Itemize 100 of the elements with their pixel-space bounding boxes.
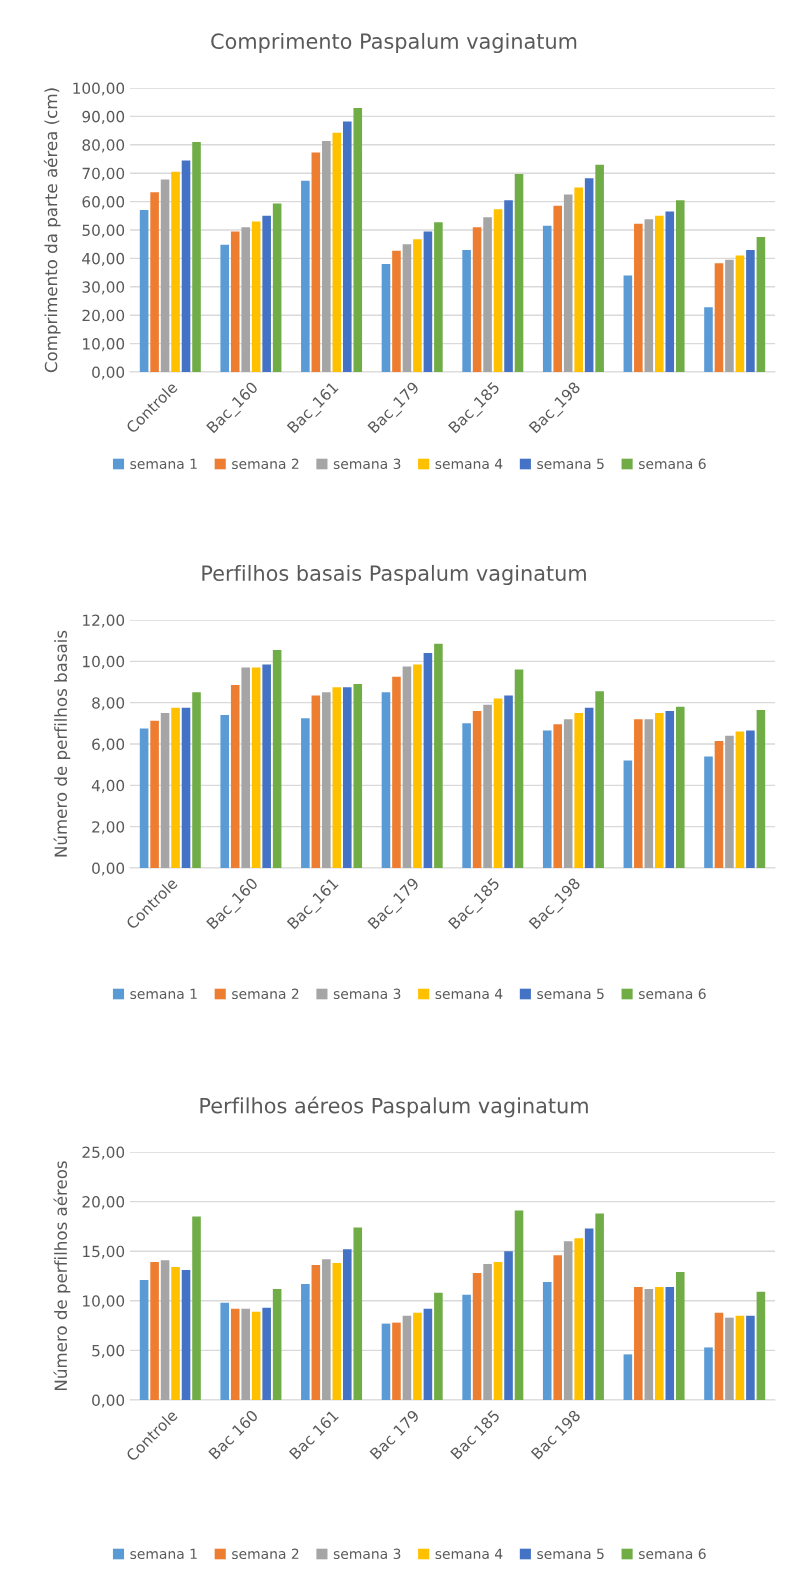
- bar: [220, 715, 230, 868]
- legend-label: semana 1: [130, 1548, 197, 1560]
- bar: [342, 687, 352, 868]
- legend-label: semana 6: [638, 1548, 706, 1560]
- bar: [402, 244, 412, 372]
- bar: [704, 307, 713, 372]
- bar: [725, 259, 734, 372]
- bar: [423, 653, 433, 868]
- bar: [311, 1265, 321, 1400]
- bar: [413, 239, 422, 372]
- bar: [139, 1279, 149, 1400]
- bar: [563, 194, 573, 372]
- y-tick-label: 100,00: [73, 82, 125, 96]
- bar: [483, 704, 492, 868]
- bar: [230, 1308, 240, 1400]
- y-tick-label: 0,00: [92, 366, 125, 380]
- bar: [342, 121, 352, 372]
- bar: [714, 1312, 724, 1400]
- bar: [392, 1322, 401, 1400]
- bar: [251, 667, 261, 868]
- bar: [150, 192, 159, 372]
- bar: [595, 1213, 604, 1400]
- bar: [462, 1294, 471, 1400]
- bar: [634, 719, 643, 868]
- y-tick-label: 15,00: [83, 1245, 125, 1259]
- legend-label: semana 1: [130, 988, 197, 1000]
- legend-label: semana 6: [638, 458, 706, 470]
- y-tick-label: 10,00: [83, 655, 125, 669]
- bar: [381, 264, 391, 372]
- y-tick-label: 20,00: [82, 1196, 125, 1210]
- bar: [574, 713, 583, 868]
- bar: [332, 687, 342, 868]
- bar: [563, 1241, 573, 1400]
- legend-label: semana 2: [232, 458, 299, 470]
- bar: [756, 1291, 766, 1400]
- bar: [553, 1255, 563, 1400]
- bar: [623, 1354, 633, 1400]
- bar: [725, 1317, 734, 1400]
- legend-label: semana 4: [435, 988, 503, 1000]
- bar: [514, 669, 524, 868]
- bar: [251, 221, 261, 372]
- bar: [595, 691, 604, 868]
- bar: [542, 730, 552, 868]
- bar: [746, 730, 755, 868]
- bar: [192, 141, 201, 372]
- bar: [584, 1228, 594, 1400]
- bar: [462, 249, 471, 372]
- bar: [272, 1288, 282, 1400]
- y-tick-label: 0,00: [92, 862, 125, 876]
- bar: [704, 756, 713, 868]
- bar: [181, 707, 191, 868]
- bar: [423, 1308, 433, 1400]
- bar: [150, 720, 159, 868]
- y-tick-label: 0,00: [92, 1394, 125, 1408]
- bar: [746, 1315, 755, 1400]
- bar: [272, 203, 282, 372]
- bar: [434, 222, 443, 372]
- bar: [665, 211, 675, 372]
- legend-label: semana 3: [333, 458, 401, 470]
- legend-label: semana 2: [232, 1548, 299, 1560]
- bar: [353, 107, 363, 372]
- bar: [542, 1281, 552, 1400]
- bar: [756, 237, 766, 372]
- legend-label: semana 3: [333, 988, 401, 1000]
- bar: [311, 695, 321, 868]
- bar: [262, 664, 271, 868]
- bar: [171, 171, 180, 372]
- x-tick-label: Bac 161: [288, 1409, 339, 1460]
- bar: [574, 1238, 583, 1400]
- bar: [584, 178, 594, 372]
- bar: [655, 1286, 664, 1400]
- bar: [714, 740, 724, 868]
- bar: [472, 710, 482, 868]
- y-tick-label: 2,00: [92, 821, 125, 835]
- y-axis-title: Comprimento da parte aérea (cm): [43, 88, 61, 373]
- bar: [241, 227, 250, 372]
- bar: [735, 1315, 745, 1400]
- bar: [241, 667, 250, 868]
- bar: [655, 713, 664, 868]
- bar: [402, 1315, 412, 1400]
- bar: [332, 132, 342, 372]
- bar: [241, 1308, 250, 1400]
- bar: [725, 735, 734, 868]
- y-tick-label: 10,00: [83, 338, 125, 352]
- y-tick-label: 12,00: [83, 614, 125, 628]
- bar: [665, 710, 675, 868]
- bar: [392, 250, 401, 372]
- y-tick-label: 80,00: [82, 139, 125, 153]
- bar: [644, 219, 654, 372]
- bar: [139, 210, 149, 372]
- bar: [353, 684, 363, 868]
- bar: [262, 215, 271, 372]
- chart-title: Comprimento Paspalum vaginatum: [211, 32, 577, 54]
- bar: [514, 1210, 524, 1400]
- bar: [542, 225, 552, 372]
- bar: [644, 1288, 654, 1400]
- bar: [504, 695, 513, 868]
- bar: [322, 1259, 331, 1400]
- legend-label: semana 5: [537, 988, 604, 1000]
- bar: [493, 698, 503, 868]
